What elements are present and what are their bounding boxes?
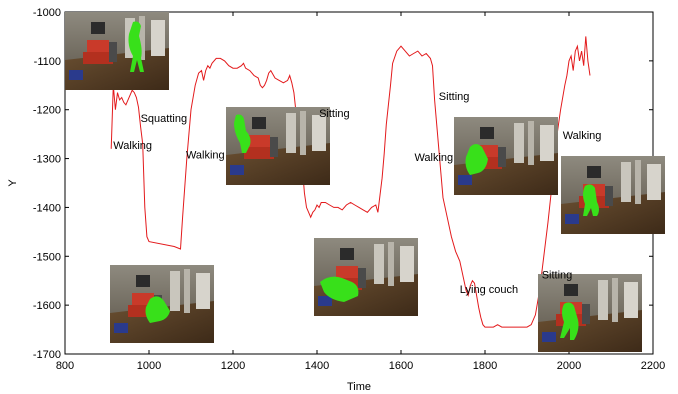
activity-annotations: Walking Squatting Walking Sitting Sitting Wal… <box>113 91 601 296</box>
person-silhouette <box>560 302 579 340</box>
x-tick-label: 1000 <box>137 360 161 372</box>
x-tick-label: 1600 <box>389 360 413 372</box>
activity-label: Squatting <box>141 113 187 125</box>
x-tick-label: 1400 <box>305 360 329 372</box>
person-silhouette <box>234 114 251 153</box>
video-frame-thumbnail <box>110 265 214 343</box>
activity-label: Walking <box>186 150 225 162</box>
y-tick-label: -1000 <box>33 7 61 19</box>
y-tick-label: -1300 <box>33 154 61 166</box>
x-tick-label: 1800 <box>473 360 497 372</box>
x-tick-label: 1200 <box>221 360 245 372</box>
x-tick-label: 800 <box>56 360 74 372</box>
activity-label: Walking <box>414 152 453 164</box>
y-tick-label: -1500 <box>33 251 61 263</box>
video-frame-thumbnail <box>65 12 169 90</box>
person-silhouette <box>583 184 599 216</box>
person-silhouette <box>320 276 359 302</box>
video-frame-thumbnail <box>561 156 665 234</box>
activity-label: Lying couch <box>460 284 518 296</box>
y-tick-label: -1700 <box>33 349 61 361</box>
video-frame-thumbnail <box>314 238 418 316</box>
activity-label: Walking <box>113 140 152 152</box>
y-tick-label: -1100 <box>34 56 61 68</box>
activity-label: Sitting <box>542 269 573 281</box>
activity-label: Sitting <box>319 108 350 120</box>
y-axis-ticks: -1000 -1100 -1200 -1300 -1400 -1500 -1600 -1700 <box>33 7 653 361</box>
activity-label: Sitting <box>439 91 470 103</box>
video-frame-thumbnail <box>454 117 558 195</box>
y-axis-label: Y <box>7 179 19 187</box>
y-tick-label: -1200 <box>33 105 61 117</box>
series-line <box>110 36 591 328</box>
person-silhouette <box>145 296 170 323</box>
activity-label: Walking <box>563 130 602 142</box>
video-frame-thumbnail <box>538 274 642 352</box>
x-tick-label: 2200 <box>641 360 665 372</box>
y-tick-label: -1600 <box>33 300 61 312</box>
x-axis-ticks: 800 1000 1200 1400 1600 1800 2000 2200 <box>56 12 665 372</box>
x-tick-label: 2000 <box>557 360 581 372</box>
video-frame-thumbnail <box>226 107 330 185</box>
y-tick-label: -1400 <box>33 202 61 214</box>
person-silhouette <box>465 144 488 175</box>
person-silhouette <box>128 21 144 72</box>
thumbnails <box>65 12 665 352</box>
x-axis-label: Time <box>347 381 371 393</box>
